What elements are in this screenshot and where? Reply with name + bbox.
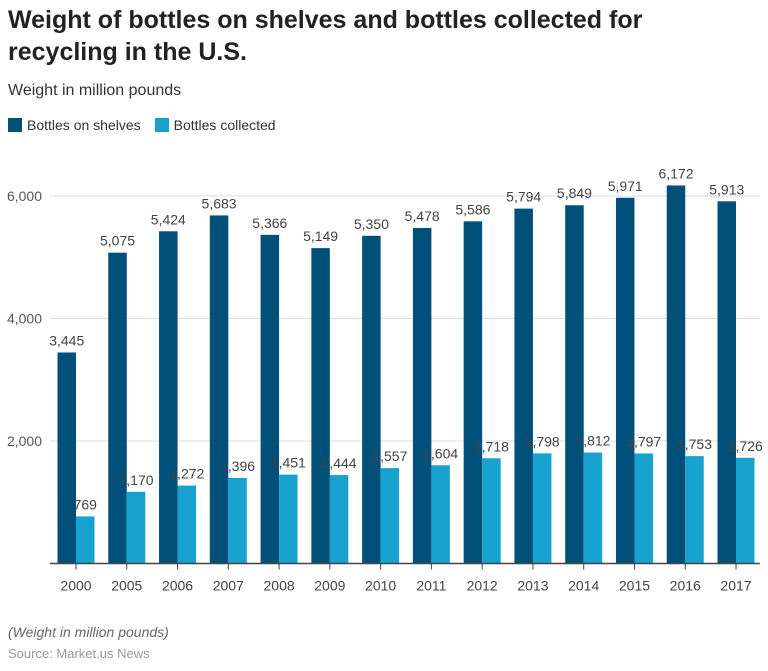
x-tick-label: 2007 [213,578,244,594]
data-label: 1,753 [677,436,712,452]
legend-label: Bottles on shelves [27,117,141,133]
bar [412,227,432,564]
bar [177,485,197,564]
data-label: 5,075 [100,233,135,249]
bar [279,474,298,564]
bar [362,235,381,564]
source: Source: Market.us News [8,646,150,661]
x-tick-label: 2008 [264,578,295,594]
legend-item-shelves: Bottles on shelves [8,117,141,133]
bar [329,475,349,564]
bar [159,231,178,564]
x-tick-label: 2014 [568,578,599,594]
bar [228,477,247,564]
bar [209,215,229,564]
x-tick-label: 2000 [60,578,91,594]
data-label: 1,557 [372,448,407,464]
x-tick-label: 2010 [365,578,396,594]
bar [514,208,533,564]
data-label: 5,149 [303,228,338,244]
data-label: 1,726 [728,438,763,454]
y-tick-label: 2,000 [7,433,42,449]
bar [685,456,704,564]
x-tick-label: 2016 [670,578,701,594]
legend-swatch [154,118,169,132]
x-tick-label: 2017 [720,578,751,594]
data-label: 1,604 [423,445,458,461]
x-tick-label: 2013 [517,578,548,594]
bar [666,185,686,564]
bar [532,453,552,564]
y-tick-label: 4,000 [7,311,42,327]
data-label: 1,444 [322,455,357,471]
x-tick-label: 2005 [111,578,142,594]
data-label: 5,366 [252,215,287,231]
legend-swatch [8,118,22,132]
bar [380,468,400,564]
chart-subtitle: Weight in million pounds [8,82,182,99]
x-tick-label: 2006 [162,578,193,594]
bar [565,205,584,564]
data-label: 6,172 [658,165,693,181]
bar [76,516,95,564]
data-label: 5,794 [506,189,541,205]
data-label: 5,971 [608,178,643,194]
chart-title: Weight of bottles on shelves and bottles… [8,6,643,66]
data-label: 1,797 [626,433,661,449]
bar [615,197,635,564]
footnote: (Weight in million pounds) [8,624,169,640]
bar [482,458,501,564]
data-label: 1,170 [118,472,153,488]
data-label: 5,350 [354,216,389,232]
data-label: 5,586 [455,201,490,217]
bar [126,491,146,564]
bar [463,221,483,564]
data-label: 769 [74,496,98,512]
legend-label: Bottles collected [173,117,276,133]
bar [717,201,737,564]
legend: Bottles on shelves Bottles collected [8,117,276,133]
data-label: 1,396 [220,458,255,474]
data-label: 5,913 [709,181,744,197]
legend-item-collected: Bottles collected [154,117,276,133]
data-label: 1,272 [169,466,204,482]
bar [634,453,653,564]
bar [583,452,603,564]
data-label: 5,478 [405,208,440,224]
data-label: 1,718 [474,438,509,454]
x-tick-label: 2011 [416,578,446,594]
bar [57,352,76,564]
bar [108,252,127,564]
bar [736,457,755,564]
x-tick-label: 2012 [467,578,498,594]
data-label: 1,451 [271,455,306,471]
y-tick-label: 6,000 [7,188,42,204]
bar [311,248,330,564]
data-label: 5,683 [202,195,237,211]
data-label: 1,798 [525,433,560,449]
bar [431,465,450,564]
data-label: 3,445 [49,332,84,348]
bar [260,234,280,564]
data-label: 5,424 [151,211,186,227]
x-tick-label: 2009 [314,578,345,594]
data-label: 1,812 [575,433,610,449]
x-tick-label: 2015 [619,578,650,594]
data-label: 5,849 [557,185,592,201]
